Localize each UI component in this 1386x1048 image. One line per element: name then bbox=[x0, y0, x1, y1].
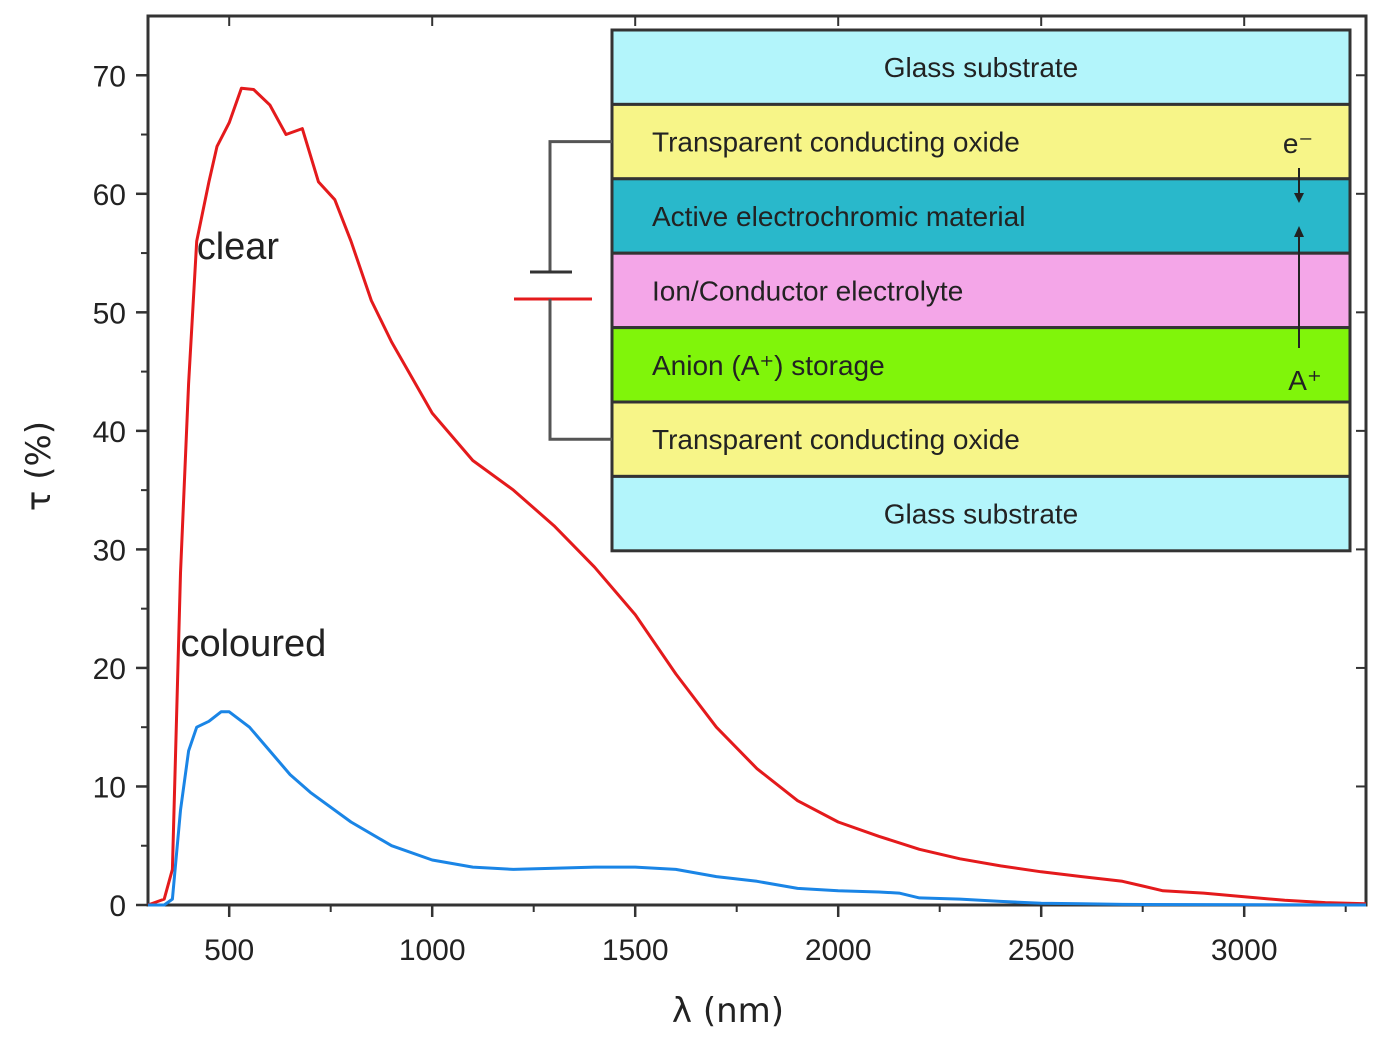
layer-4-label: Ion/Conductor electrolyte bbox=[652, 275, 963, 306]
plot-axes bbox=[146, 14, 1368, 907]
series-coloured-line bbox=[148, 710, 1367, 907]
y-tick-label: 70 bbox=[93, 60, 126, 93]
layer-1-label: Glass substrate bbox=[884, 52, 1079, 83]
axis-ticks: 500 1000 1500 2000 2500 3000 0 10 20 30 40 50 60 70 bbox=[93, 16, 1366, 967]
layer-5 bbox=[610, 326, 1352, 404]
circuit-wire-top bbox=[548, 140, 612, 272]
x-tick-label: 500 bbox=[204, 934, 254, 967]
annotation-coloured: coloured bbox=[180, 623, 326, 665]
layer-3-label: Active electrochromic material bbox=[652, 201, 1025, 232]
layer-1 bbox=[610, 28, 1352, 106]
series-clear-line bbox=[147, 86, 1367, 907]
y-tick-label: 0 bbox=[109, 890, 126, 923]
ion-arrow-head bbox=[1294, 226, 1304, 237]
y-tick-label: 40 bbox=[93, 416, 126, 449]
circuit-wire-bottom bbox=[548, 299, 612, 441]
y-tick-label: 10 bbox=[93, 771, 126, 804]
layer-5-label: Anion (A⁺) storage bbox=[652, 350, 885, 381]
y-tick-label: 30 bbox=[93, 534, 126, 567]
y-tick-label: 60 bbox=[93, 179, 126, 212]
layer-3 bbox=[610, 177, 1352, 255]
electron-label: e⁻ bbox=[1283, 128, 1313, 159]
electron-arrow-head bbox=[1294, 193, 1304, 203]
y-tick-label: 50 bbox=[93, 297, 126, 330]
ion-label: A⁺ bbox=[1288, 365, 1321, 396]
x-tick-label: 1500 bbox=[602, 934, 669, 967]
x-tick-label: 2000 bbox=[805, 934, 872, 967]
x-tick-label: 1000 bbox=[399, 934, 466, 967]
y-tick-label: 20 bbox=[93, 653, 126, 686]
x-axis-title: λ (nm) bbox=[672, 991, 784, 1031]
layer-7-label: Glass substrate bbox=[884, 499, 1079, 530]
annotation-clear: clear bbox=[197, 226, 280, 268]
x-tick-label: 2500 bbox=[1008, 934, 1075, 967]
layer-2-label: Transparent conducting oxide bbox=[652, 127, 1020, 158]
layer-6-label: Transparent conducting oxide bbox=[652, 424, 1020, 455]
layer-7 bbox=[610, 474, 1352, 553]
device-layer-inset: Glass substrate Transparent conducting ox… bbox=[514, 28, 1352, 553]
data-curves bbox=[147, 86, 1367, 907]
curve-labels: clear coloured bbox=[180, 226, 326, 665]
plot-frame bbox=[146, 14, 1368, 907]
y-axis-title: τ (%) bbox=[19, 421, 59, 511]
x-tick-label: 3000 bbox=[1211, 934, 1278, 967]
